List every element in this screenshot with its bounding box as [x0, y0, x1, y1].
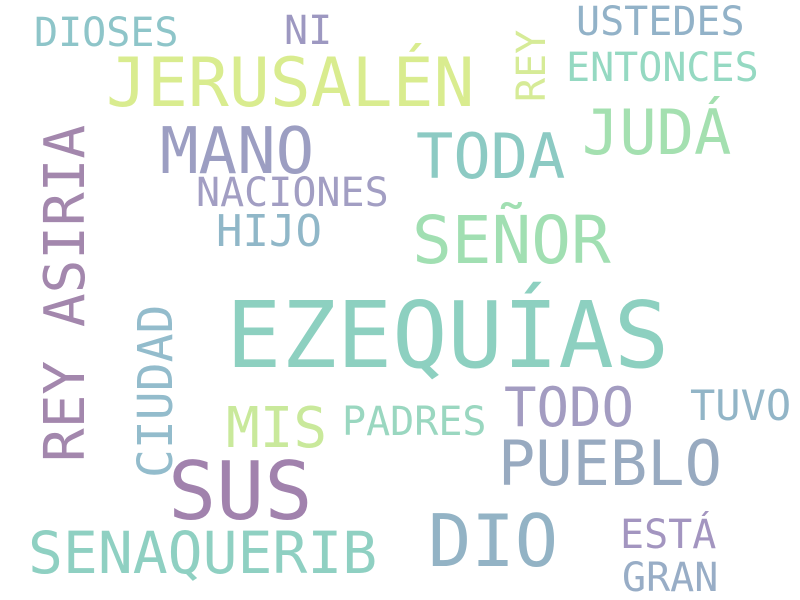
word-jerusalen: JERUSALÉN — [106, 44, 475, 123]
word-ezequias: EZEQUÍAS — [226, 282, 670, 389]
word-entonces: ENTONCES — [566, 45, 759, 91]
word-mano: MANO — [160, 115, 315, 189]
word-esta: ESTÁ — [620, 512, 717, 558]
word-rey-asiria: REY ASIRIA — [33, 124, 98, 462]
word-ni: NI — [284, 8, 333, 54]
word-rey: REY — [509, 29, 555, 102]
word-ustedes: USTEDES — [576, 0, 745, 45]
word-padres: PADRES — [342, 399, 487, 445]
word-mis: MIS — [226, 396, 328, 461]
word-naciones: NACIONES — [196, 170, 389, 216]
word-juda: JUDÁ — [582, 96, 732, 169]
word-pueblo: PUEBLO — [498, 427, 722, 500]
word-todo: TODO — [504, 376, 635, 439]
word-dio: DIO — [428, 499, 559, 583]
word-hijo: HIJO — [216, 206, 322, 257]
word-tuvo: TUVO — [690, 381, 792, 430]
word-ciudad: CIUDAD — [128, 304, 184, 478]
word-sus: SUS — [168, 445, 313, 538]
word-dioses: DIOSES — [34, 10, 179, 56]
word-gran: GRAN — [622, 555, 719, 600]
word-toda: TODA — [416, 120, 566, 193]
word-senaquerib: SENAQUERIB — [28, 519, 378, 587]
word-senor: SEÑOR — [412, 202, 611, 279]
